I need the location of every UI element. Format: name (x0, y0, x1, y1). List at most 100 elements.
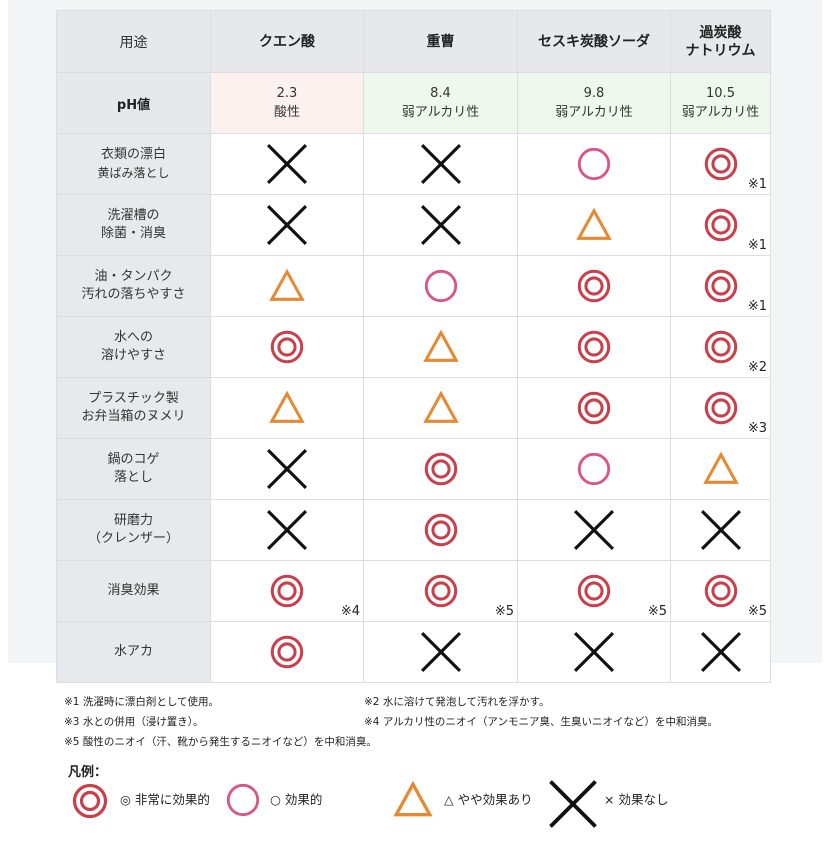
rating-cell (363, 133, 518, 195)
ph-value-cell: 2.3 酸性 (210, 72, 364, 134)
cross-icon (266, 448, 308, 490)
rating-cell: ※4 (210, 560, 364, 622)
double-circle-icon (704, 208, 737, 242)
row-label: プラスチック製 お弁当箱のヌメリ (56, 377, 211, 439)
double-circle-icon (704, 574, 737, 608)
cross-icon (573, 631, 615, 673)
ph-value: 2.3 (276, 86, 298, 101)
row-label: 洗濯槽の 除菌・消臭 (56, 194, 211, 256)
rating-cell (210, 255, 364, 317)
rating-cell (210, 377, 364, 439)
triangle-icon (393, 780, 433, 817)
rating-cell: ※3 (670, 377, 771, 439)
rating-cell (517, 499, 671, 561)
legend-effective-text: ○ 効果的 (270, 792, 323, 807)
row-label: 水アカ (56, 621, 211, 683)
rating-cell (517, 621, 671, 683)
cross-icon (420, 631, 461, 673)
rating-cell (210, 133, 364, 195)
ph-label: pH値 (56, 72, 211, 134)
circle-icon (577, 147, 611, 181)
rating-cell: ※1 (670, 133, 771, 195)
rating-cell: ※5 (670, 560, 771, 622)
cross-icon (266, 509, 308, 551)
rating-cell (210, 316, 364, 378)
rating-cell (210, 621, 364, 683)
ph-label-text: pH値 (116, 97, 151, 113)
ph-nature: 酸性 (273, 105, 300, 120)
circle-icon (224, 781, 262, 823)
rating-cell (517, 377, 671, 439)
table-row: 洗濯槽の 除菌・消臭 ※1 (56, 194, 771, 256)
triangle-icon (269, 390, 305, 423)
legend-title: 凡例： (68, 765, 108, 780)
triangle-icon (422, 390, 459, 423)
rating-cell (210, 194, 364, 256)
rating-cell (363, 377, 518, 439)
cross-icon (266, 143, 308, 185)
row-label-line: （クレンザー） (87, 531, 179, 546)
rating-cell (210, 438, 364, 500)
double-circle-icon (704, 147, 737, 181)
double-circle-icon (704, 269, 737, 303)
ph-nature: 弱アルカリ性 (681, 105, 760, 120)
ph-value-cell: 8.4 弱アルカリ性 (363, 72, 518, 134)
table-row: 鍋のコゲ 落とし (56, 438, 771, 500)
cross-icon (266, 204, 308, 246)
legend: ◎ 非常に効果的 ○ 効果的 △ やや効果あり × 効果なし (0, 776, 827, 836)
rating-cell (670, 499, 771, 561)
ph-nature: 弱アルカリ性 (401, 105, 480, 120)
double-circle-icon (577, 330, 611, 364)
note-mark: ※5 (494, 604, 514, 619)
double-circle-icon (424, 513, 457, 547)
rating-cell: ※2 (670, 316, 771, 378)
note-mark: ※5 (747, 604, 767, 619)
header-row: 用途 クエン酸 重曹 セスキ炭酸ソーダ 過炭酸 ナトリウム (56, 10, 771, 73)
circle-icon (226, 783, 260, 817)
column-header-line: 過炭酸 (699, 24, 742, 41)
cross-icon (420, 204, 461, 246)
note-mark: ※5 (647, 604, 667, 619)
circle-icon (577, 452, 611, 486)
row-label-line: お弁当箱のヌメリ (81, 409, 186, 424)
table-row: 水への 溶けやすさ ※2 (56, 316, 771, 378)
column-header: クエン酸 (210, 10, 364, 73)
rating-cell (670, 438, 771, 500)
rating-cell (363, 438, 518, 500)
rating-cell (670, 621, 771, 683)
note-mark: ※1 (747, 299, 767, 314)
double-circle-icon (270, 574, 304, 608)
cross-icon (700, 509, 741, 551)
row-label-line: 落とし (113, 470, 153, 485)
row-label-line: 除菌・消臭 (100, 226, 166, 241)
legend-somewhat-text: △ やや効果あり (444, 792, 533, 807)
table-row: 油・タンパク 汚れの落ちやすさ ※1 (56, 255, 771, 317)
double-circle-icon (704, 391, 737, 425)
rating-cell (363, 499, 518, 561)
cross-icon (548, 779, 598, 833)
row-label-line: 研磨力 (113, 513, 153, 528)
row-label: 油・タンパク 汚れの落ちやすさ (56, 255, 211, 317)
note-mark: ※1 (747, 177, 767, 192)
note-mark: ※2 (747, 360, 767, 375)
double-circle-icon (270, 635, 304, 669)
table-row: 消臭効果 ※4 ※5 ※5 ※5 (56, 560, 771, 622)
legend-none-text: × 効果なし (604, 792, 669, 807)
cross-icon (573, 509, 615, 551)
ph-value: 9.8 (583, 86, 605, 101)
footnote-5: ※5 酸性のニオイ（汗、靴から発生するニオイなど）を中和消臭。 (64, 736, 377, 748)
triangle-icon (392, 779, 434, 825)
footnote-1: ※1 洗濯時に漂白剤として使用。 (64, 696, 220, 708)
double-circle-icon (424, 574, 457, 608)
row-label-line: 鍋のコゲ (107, 452, 160, 467)
rating-cell: ※5 (517, 560, 671, 622)
ph-value-cell: 10.5 弱アルカリ性 (670, 72, 771, 134)
double-circle-icon (72, 783, 108, 819)
rating-cell (210, 499, 364, 561)
row-label-line: プラスチック製 (88, 391, 179, 406)
row-label-line: 汚れの落ちやすさ (81, 287, 186, 302)
row-label-line: 消臭効果 (107, 583, 160, 598)
rating-cell (517, 133, 671, 195)
double-circle-icon (424, 452, 457, 486)
row-label: 鍋のコゲ 落とし (56, 438, 211, 500)
